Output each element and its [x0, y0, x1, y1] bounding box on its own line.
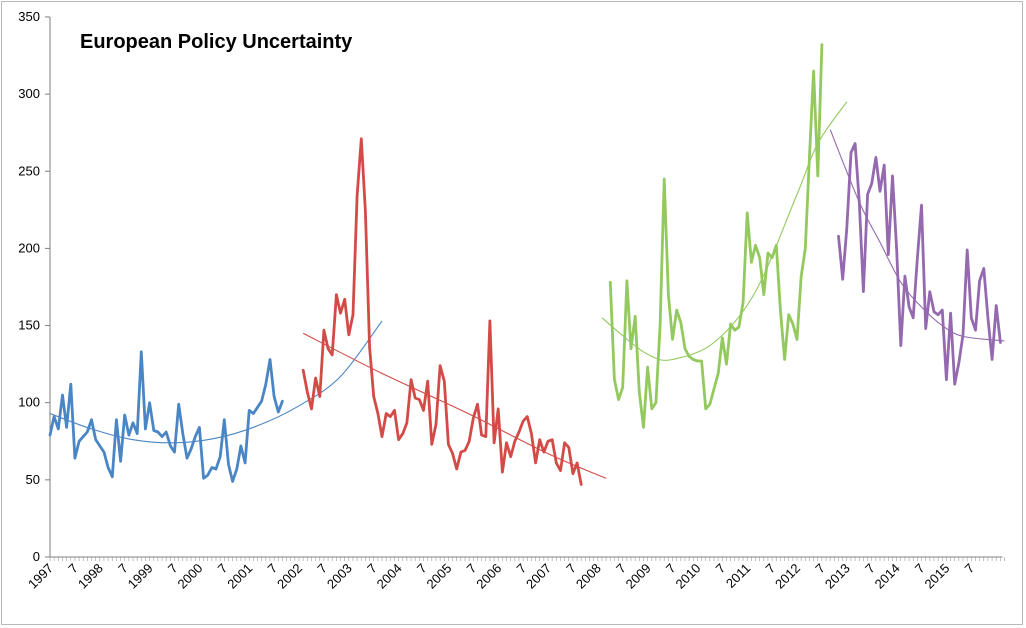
x-tick-label: 7 — [65, 561, 81, 577]
x-tick-label: 7 — [414, 561, 430, 577]
x-tick-label: 7 — [364, 561, 380, 577]
trendline — [49, 320, 383, 444]
x-tick-label: 2009 — [623, 561, 654, 592]
x-tick-label: 1997 — [25, 561, 56, 592]
y-tick-label: 300 — [18, 86, 40, 101]
y-tick-label: 100 — [18, 395, 40, 410]
x-tick-label: 7 — [264, 561, 280, 577]
x-tick-label: 7 — [165, 561, 181, 577]
y-tick-label: 50 — [26, 472, 40, 487]
x-tick-label: 7 — [513, 561, 529, 577]
x-tick-label: 7 — [613, 561, 629, 577]
y-tick-label: 150 — [18, 318, 40, 333]
y-tick-label: 350 — [18, 9, 40, 24]
x-tick-label: 7 — [563, 561, 579, 577]
series-lines — [48, 43, 1002, 486]
x-tick-label: 2007 — [523, 561, 554, 592]
series-line — [608, 43, 824, 429]
x-tick-label: 2005 — [423, 561, 454, 592]
series-line — [837, 142, 1002, 386]
x-tick-label: 2001 — [224, 561, 255, 592]
trendline — [302, 332, 607, 479]
x-tick-label: 1998 — [75, 561, 106, 592]
x-tick-label: 7 — [115, 561, 131, 577]
x-tick-label: 2008 — [573, 561, 604, 592]
x-tick-label: 7 — [314, 561, 330, 577]
x-tick-label: 7 — [962, 561, 978, 577]
x-tick-label: 7 — [464, 561, 480, 577]
x-tick-label: 7 — [215, 561, 231, 577]
x-tick-label: 1999 — [125, 561, 156, 592]
x-tick-label: 7 — [713, 561, 729, 577]
x-tick-label: 2010 — [672, 561, 703, 592]
x-tick-label: 7 — [812, 561, 828, 577]
chart-title: European Policy Uncertainty — [80, 31, 353, 53]
x-tick-label: 2014 — [872, 561, 903, 592]
y-tick-label: 250 — [18, 163, 40, 178]
x-tick-label: 2003 — [324, 561, 355, 592]
x-tick-label: 2011 — [723, 561, 753, 591]
x-tick-label: 2000 — [174, 561, 205, 592]
x-tick-label: 2012 — [772, 561, 803, 592]
trendlines — [49, 101, 1005, 479]
x-tick-label: 7 — [663, 561, 679, 577]
x-tick-label: 2013 — [822, 561, 853, 592]
series-line — [301, 137, 583, 486]
y-tick-label: 200 — [18, 240, 40, 255]
x-tick-label: 2004 — [374, 561, 405, 592]
x-tick-label: 7 — [912, 561, 928, 577]
x-tick-label: 2006 — [473, 561, 504, 592]
series-line — [48, 350, 284, 483]
x-tick-label: 2002 — [274, 561, 305, 592]
x-tick-label: 2015 — [921, 561, 952, 592]
y-tick-label: 0 — [33, 549, 40, 564]
x-tick-label: 7 — [762, 561, 778, 577]
x-tick-label: 7 — [862, 561, 878, 577]
